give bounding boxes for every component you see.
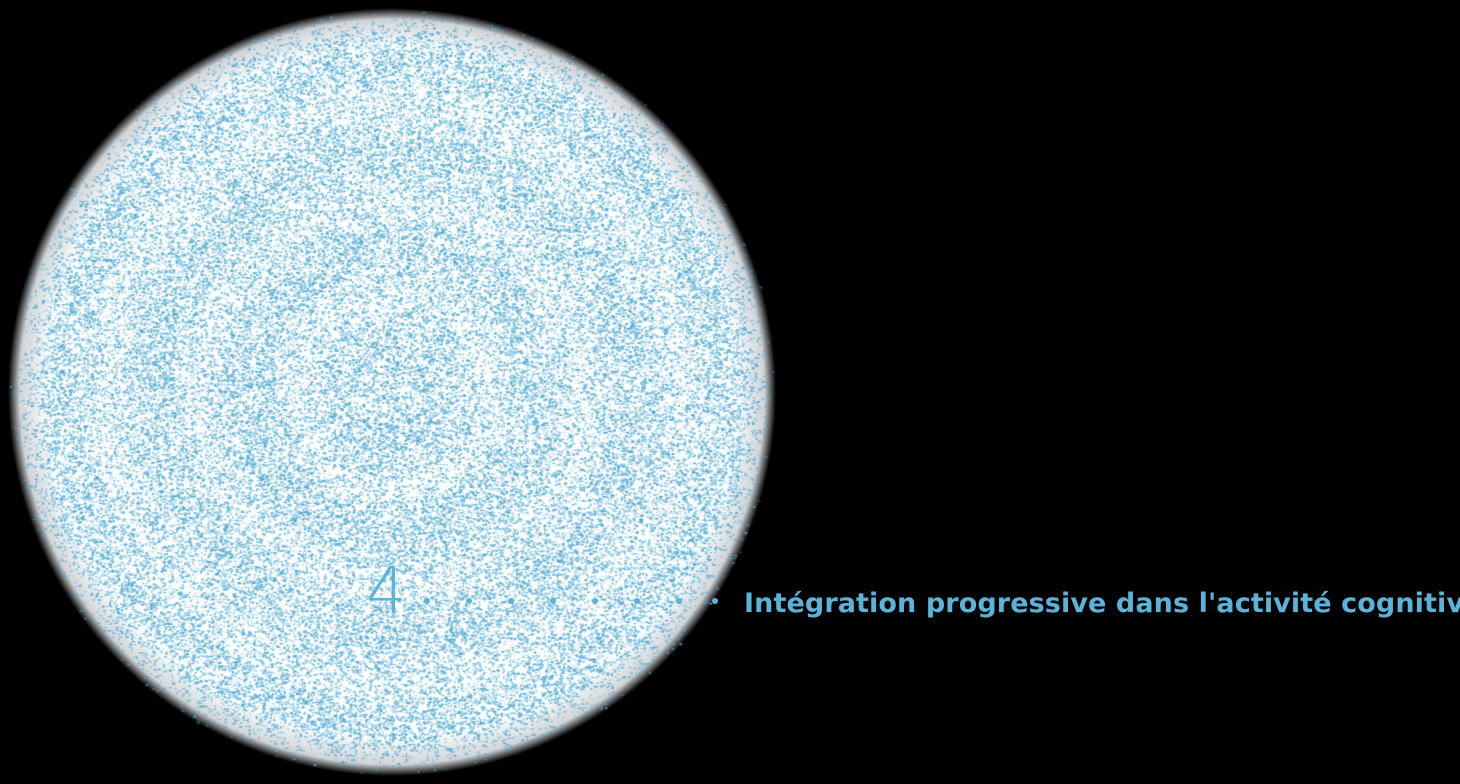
leader-dot	[424, 598, 430, 604]
leader-dot	[508, 598, 514, 604]
step-number: 4	[366, 555, 407, 629]
leader-dot	[712, 598, 718, 604]
leader-dot	[466, 598, 472, 604]
dotted-leader-line	[424, 598, 724, 608]
leader-dot	[634, 598, 640, 604]
step-caption: Intégration progressive dans l'activité …	[744, 588, 1460, 619]
leader-dot	[592, 598, 598, 604]
leader-dot	[676, 598, 682, 604]
leader-dot	[550, 598, 556, 604]
